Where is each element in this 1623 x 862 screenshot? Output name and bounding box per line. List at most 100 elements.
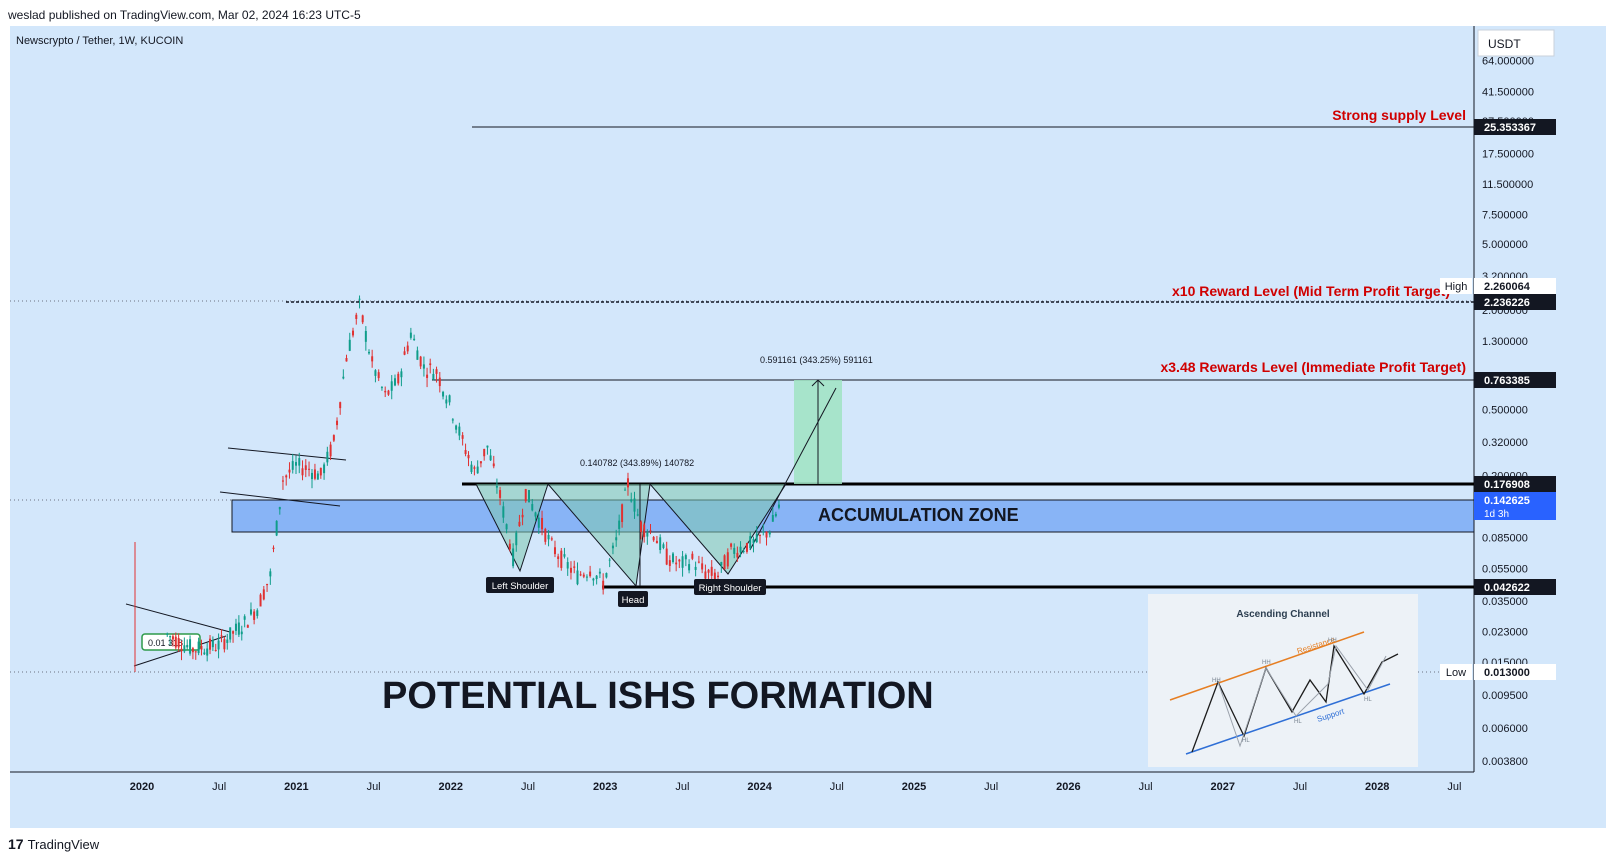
- candle-body: [223, 639, 226, 650]
- y-tick-label: 0.023000: [1482, 626, 1528, 638]
- candle-body: [189, 639, 192, 654]
- left-shoulder-fill: [476, 484, 548, 571]
- candle-body: [569, 567, 572, 573]
- candle-body: [211, 640, 214, 648]
- x-tick-label: 2027: [1211, 781, 1235, 793]
- candle-body: [495, 485, 498, 488]
- candle-body: [177, 638, 180, 648]
- candle-body: [681, 556, 684, 568]
- candle-body: [742, 551, 745, 553]
- x-tick-label: 2024: [747, 781, 772, 793]
- candle-body: [605, 573, 608, 578]
- candle-body: [684, 555, 687, 560]
- candle-body: [246, 625, 249, 628]
- candle-body: [266, 583, 269, 586]
- price-label-box: [1474, 492, 1556, 520]
- inset-hl-2: HL: [1294, 719, 1302, 725]
- price-tag-label: High: [1445, 281, 1468, 293]
- candle-body: [524, 489, 527, 502]
- candle-body: [598, 571, 601, 574]
- x-tick-label: Jul: [1139, 781, 1153, 793]
- candle-body: [726, 552, 729, 567]
- price-label-box: [1474, 579, 1556, 595]
- candle-body: [566, 562, 569, 569]
- accumulation-zone-label: ACCUMULATION ZONE: [818, 505, 1019, 525]
- candle-body: [220, 635, 223, 637]
- candle-body: [527, 490, 530, 503]
- y-tick-label: 0.320000: [1482, 437, 1528, 449]
- price-label-value: 2.236226: [1484, 297, 1530, 309]
- candle-body: [308, 468, 311, 470]
- candle-body: [451, 419, 454, 421]
- flag-lower: [219, 491, 341, 507]
- candle-body: [730, 543, 733, 547]
- x-tick-label: Jul: [521, 781, 535, 793]
- candle-body: [640, 521, 643, 532]
- symbol-title: Newscrypto / Tether, 1W, KUCOIN: [16, 35, 183, 47]
- candle-body: [275, 520, 278, 536]
- candle-body: [518, 521, 521, 527]
- price-label-value: 2.260064: [1484, 281, 1531, 293]
- candle-body: [483, 448, 486, 457]
- accumulation-zone[interactable]: [231, 499, 1475, 533]
- candle-body: [646, 532, 649, 537]
- candle-body: [240, 631, 243, 635]
- candle-body: [691, 553, 694, 559]
- candle-body: [445, 399, 448, 404]
- candle-body: [621, 504, 624, 522]
- candle-body: [749, 536, 752, 549]
- ishs-pattern-line: [475, 482, 787, 588]
- candle-body: [310, 472, 313, 480]
- x-axis-ticks: 2020 Jul 2021 Jul 2022 Jul 2023 Jul 2024 Jul 2025 J…: [130, 781, 1462, 793]
- candle-body: [649, 530, 652, 532]
- candle-body: [512, 548, 515, 567]
- inset-hl-3: HL: [1364, 697, 1372, 703]
- candle-body: [694, 566, 697, 570]
- candle-body: [508, 543, 511, 550]
- candle-body: [368, 351, 371, 354]
- chart-canvas[interactable]: Newscrypto / Tether, 1W, KUCOIN USDT 64.…: [10, 26, 1606, 828]
- candle-body: [377, 372, 380, 379]
- x10-reward-label: x10 Reward Level (Mid Term Profit Target…: [1172, 283, 1450, 299]
- y-tick-label: 0.035000: [1482, 596, 1528, 608]
- candle-body: [342, 376, 345, 379]
- candle-body: [774, 513, 777, 517]
- candle-body: [479, 461, 482, 464]
- candle-body: [448, 395, 451, 403]
- candle-body: [544, 528, 547, 542]
- candle-body: [397, 373, 400, 384]
- x-tick-label: 2023: [593, 781, 617, 793]
- candle-body: [313, 469, 316, 479]
- candle-body: [624, 489, 627, 491]
- candle-body: [736, 552, 739, 558]
- y-tick-label: 0.003800: [1482, 756, 1528, 768]
- candle-body: [675, 562, 678, 565]
- candle-body: [355, 314, 358, 319]
- inset-hh-1: HH: [1212, 678, 1221, 684]
- right-shoulder-tag: Right Shoulder: [694, 579, 766, 595]
- candle-body: [316, 473, 319, 480]
- strong-supply-label: Strong supply Level: [1332, 107, 1466, 123]
- candle-body: [253, 611, 256, 620]
- y-tick-label: 0.500000: [1482, 405, 1528, 417]
- candle-body: [547, 534, 550, 540]
- candle-body: [777, 504, 780, 508]
- candle-body: [191, 648, 194, 653]
- candle-body: [319, 467, 322, 476]
- currency-button[interactable]: USDT: [1477, 29, 1555, 57]
- y-tick-label: 41.500000: [1482, 87, 1534, 99]
- measure-label-1: 0.140782 (343.89%) 140782: [580, 458, 694, 468]
- tradingview-logo[interactable]: 17 TradingView: [8, 836, 99, 852]
- candle-body: [652, 537, 655, 541]
- candle-body: [393, 378, 396, 386]
- candle-body: [259, 594, 262, 607]
- inset-hh-3: HH: [1328, 638, 1337, 644]
- candle-body: [573, 566, 576, 568]
- candle-body: [374, 370, 377, 376]
- candle-body: [489, 455, 492, 461]
- candle-body: [611, 545, 614, 549]
- candle-body: [531, 504, 534, 511]
- chart-frame[interactable]: Newscrypto / Tether, 1W, KUCOIN USDT 64.…: [10, 26, 1606, 828]
- y-tick-label: 0.009500: [1482, 690, 1528, 702]
- price-label-sub: 1d 3h: [1484, 509, 1509, 520]
